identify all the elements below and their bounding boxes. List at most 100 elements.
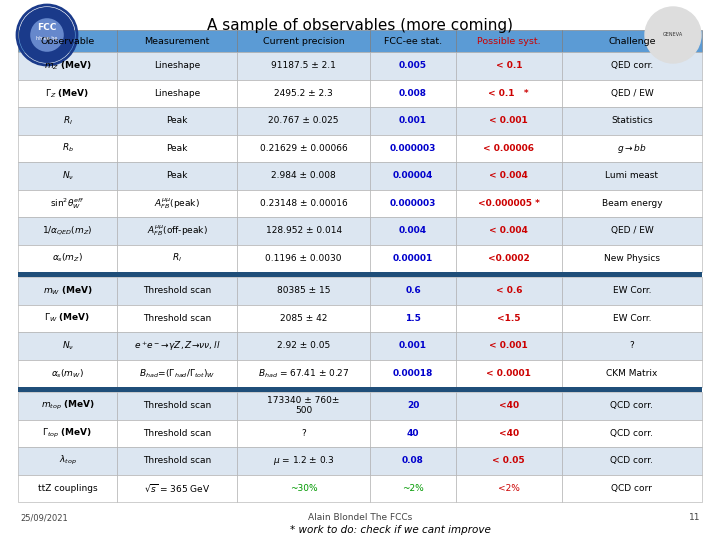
Text: QCD corr: QCD corr: [611, 484, 652, 492]
Bar: [456, 107, 562, 134]
Text: Statistics: Statistics: [611, 116, 653, 125]
Bar: [562, 190, 702, 217]
Text: 0.00004: 0.00004: [393, 171, 433, 180]
Bar: [370, 475, 456, 502]
Text: 0.001: 0.001: [399, 341, 427, 350]
Bar: [562, 360, 702, 387]
Bar: [562, 217, 702, 245]
Text: 2085 ± 42: 2085 ± 42: [280, 314, 328, 323]
Bar: [370, 134, 456, 162]
Text: Peak: Peak: [166, 144, 188, 153]
Text: QED corr.: QED corr.: [611, 61, 653, 70]
Bar: [562, 107, 702, 134]
Bar: [562, 79, 702, 107]
Bar: [18, 360, 117, 387]
Text: 20.767 ± 0.025: 20.767 ± 0.025: [269, 116, 339, 125]
Bar: [562, 332, 702, 360]
Bar: [18, 272, 702, 277]
Bar: [18, 277, 117, 305]
Text: ?: ?: [301, 429, 306, 438]
Bar: [117, 305, 237, 332]
Bar: [456, 245, 562, 272]
Bar: [562, 305, 702, 332]
Text: <40: <40: [499, 429, 519, 438]
Text: $\alpha_s(m_Z)$: $\alpha_s(m_Z)$: [52, 252, 83, 265]
Bar: [370, 332, 456, 360]
Circle shape: [30, 18, 64, 52]
Text: Threshold scan: Threshold scan: [143, 401, 211, 410]
Text: FCC-ee stat.: FCC-ee stat.: [384, 37, 442, 45]
Text: ~30%: ~30%: [289, 484, 318, 492]
Bar: [456, 217, 562, 245]
Bar: [117, 332, 237, 360]
Text: $1/\alpha_{QED}(m_Z)$: $1/\alpha_{QED}(m_Z)$: [42, 224, 93, 237]
Text: < 0.1: < 0.1: [495, 61, 522, 70]
Bar: [370, 162, 456, 190]
Text: $B_{had}$ = 67.41 ± 0.27: $B_{had}$ = 67.41 ± 0.27: [258, 367, 349, 380]
Bar: [456, 134, 562, 162]
Text: $B_{had}\!=\!(\Gamma_{had}/\Gamma_{tot})_W$: $B_{had}\!=\!(\Gamma_{had}/\Gamma_{tot})…: [139, 367, 215, 380]
Bar: [370, 107, 456, 134]
Bar: [370, 277, 456, 305]
Bar: [18, 245, 117, 272]
Bar: [562, 277, 702, 305]
Text: $\lambda_{top}$: $\lambda_{top}$: [59, 454, 76, 467]
Text: 20: 20: [407, 401, 419, 410]
Bar: [456, 162, 562, 190]
Text: 0.21629 ± 0.00066: 0.21629 ± 0.00066: [260, 144, 348, 153]
Text: $\sin^2\!\theta_W^{eff}$: $\sin^2\!\theta_W^{eff}$: [50, 196, 85, 211]
Text: ttZ couplings: ttZ couplings: [37, 484, 97, 492]
Text: <1.5: <1.5: [497, 314, 521, 323]
Text: Lineshape: Lineshape: [154, 61, 200, 70]
Bar: [117, 392, 237, 420]
Bar: [18, 475, 117, 502]
Bar: [562, 30, 702, 52]
Circle shape: [645, 7, 701, 63]
Bar: [456, 30, 562, 52]
Text: QCD corr.: QCD corr.: [611, 401, 653, 410]
Bar: [18, 392, 117, 420]
Text: QED / EW: QED / EW: [611, 89, 653, 98]
Bar: [237, 245, 370, 272]
Bar: [117, 420, 237, 447]
Bar: [370, 420, 456, 447]
Text: ?: ?: [629, 341, 634, 350]
Bar: [370, 392, 456, 420]
Bar: [562, 392, 702, 420]
Text: Threshold scan: Threshold scan: [143, 314, 211, 323]
Text: 0.004: 0.004: [399, 226, 427, 235]
Bar: [237, 162, 370, 190]
Text: $N_\nu$: $N_\nu$: [61, 340, 73, 352]
Text: < 0.00006: < 0.00006: [483, 144, 534, 153]
Text: < 0.004: < 0.004: [490, 226, 528, 235]
Bar: [370, 217, 456, 245]
Text: <0.000005 *: <0.000005 *: [478, 199, 540, 208]
Text: FCC: FCC: [37, 23, 57, 31]
Text: Alain Blondel The FCCs: Alain Blondel The FCCs: [308, 514, 412, 523]
Bar: [117, 190, 237, 217]
Bar: [18, 134, 117, 162]
Text: 11: 11: [688, 514, 700, 523]
Bar: [117, 52, 237, 79]
Text: $R_l$: $R_l$: [63, 114, 73, 127]
Bar: [562, 420, 702, 447]
Bar: [18, 30, 117, 52]
Text: Peak: Peak: [166, 116, 188, 125]
Text: 128.952 ± 0.014: 128.952 ± 0.014: [266, 226, 341, 235]
Text: $\sqrt{s}$ = 365 GeV: $\sqrt{s}$ = 365 GeV: [144, 482, 210, 494]
Bar: [117, 30, 237, 52]
Text: 2495.2 ± 2.3: 2495.2 ± 2.3: [274, 89, 333, 98]
Bar: [18, 79, 117, 107]
Bar: [370, 245, 456, 272]
Text: $\Gamma_W$ (MeV): $\Gamma_W$ (MeV): [45, 312, 91, 325]
Circle shape: [19, 7, 75, 63]
Bar: [237, 420, 370, 447]
Text: $g \rightarrow bb$: $g \rightarrow bb$: [617, 141, 647, 155]
Bar: [117, 107, 237, 134]
Text: $\mu$ = 1.2 ± 0.3: $\mu$ = 1.2 ± 0.3: [273, 454, 335, 467]
Text: $\alpha_s(m_W)$: $\alpha_s(m_W)$: [51, 367, 84, 380]
Text: * work to do: check if we cant improve: * work to do: check if we cant improve: [289, 525, 490, 535]
Bar: [237, 190, 370, 217]
Text: $R_l$: $R_l$: [172, 252, 182, 265]
Text: 2.984 ± 0.008: 2.984 ± 0.008: [271, 171, 336, 180]
